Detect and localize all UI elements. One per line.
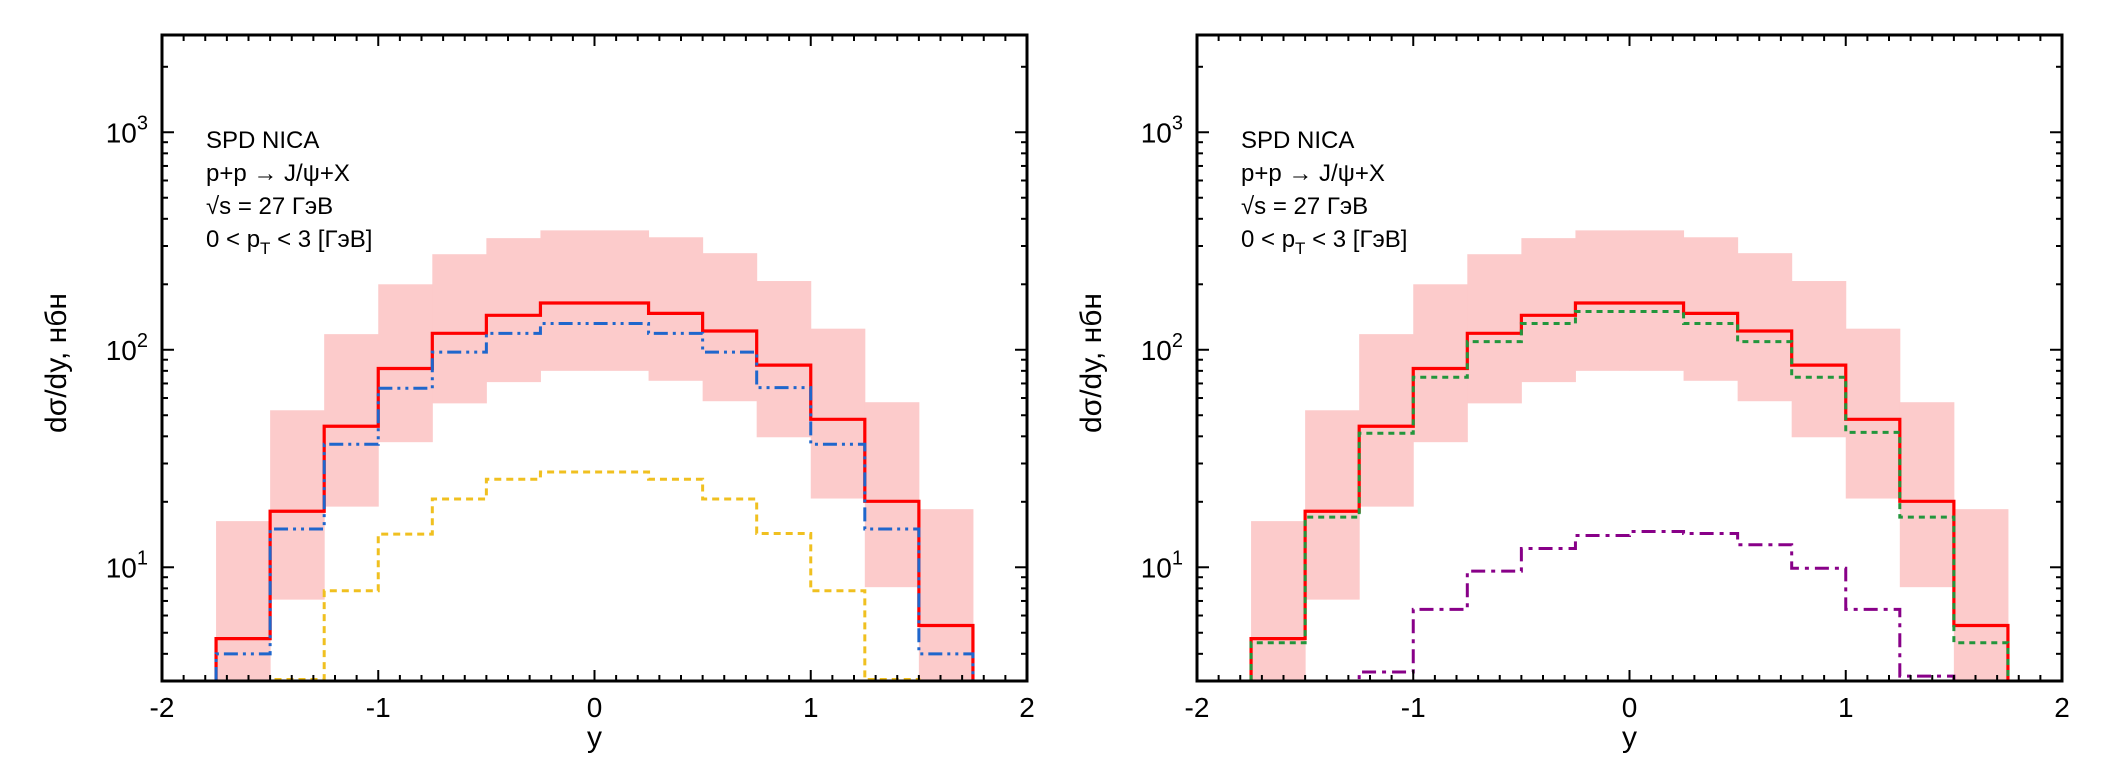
y-tick-base: 10 bbox=[106, 335, 137, 366]
band-bin bbox=[540, 230, 595, 371]
band-bin bbox=[378, 284, 433, 443]
x-tick-label: 1 bbox=[1838, 692, 1854, 723]
x-tick-label: 2 bbox=[1019, 692, 1035, 723]
series-component-1 bbox=[214, 322, 975, 681]
x-tick-label: -2 bbox=[150, 692, 175, 723]
y-tick-exponent: 2 bbox=[137, 330, 148, 352]
y-ticks bbox=[1197, 65, 2062, 682]
x-tick-label: -1 bbox=[1401, 692, 1426, 723]
series-component-4 bbox=[1251, 530, 2008, 681]
x-tick-label: -1 bbox=[366, 692, 391, 723]
annotation-text: < 3 [ГэВ] bbox=[270, 226, 372, 253]
band-bin bbox=[1845, 328, 1901, 499]
band-bin bbox=[648, 237, 704, 381]
y-tick-base: 10 bbox=[1141, 335, 1172, 366]
y-axis-label: dσ/dy, нбн bbox=[40, 293, 73, 433]
annotation-subscript: T bbox=[1295, 239, 1305, 258]
band-bin bbox=[702, 253, 758, 402]
uncertainty-band bbox=[1251, 230, 2009, 681]
y-axis-label: dσ/dy, нбн bbox=[1075, 293, 1108, 433]
band-bin bbox=[594, 230, 650, 371]
series-component-2 bbox=[216, 470, 973, 681]
band-bin bbox=[1467, 254, 1522, 404]
x-tick-label: 0 bbox=[1622, 692, 1638, 723]
y-ticks bbox=[162, 65, 1027, 682]
annotation-line: p+p → J/ψ+X bbox=[206, 160, 350, 187]
y-tick-base: 10 bbox=[1141, 117, 1172, 148]
uncertainty-band bbox=[216, 230, 974, 681]
y-tick-base: 10 bbox=[1141, 552, 1172, 583]
band-bin bbox=[1683, 237, 1739, 381]
y-tick-exponent: 2 bbox=[1172, 330, 1183, 352]
y-tick-label: 102 bbox=[1141, 330, 1183, 366]
band-bin bbox=[432, 254, 487, 404]
band-bin bbox=[1953, 509, 2009, 681]
annotation-line: √s = 27 ГэВ bbox=[1241, 193, 1368, 220]
annotation-line: 0 < pT < 3 [ГэВ] bbox=[206, 226, 372, 258]
annotation-text: < 3 [ГэВ] bbox=[1305, 226, 1407, 253]
x-tick-label: 2 bbox=[2054, 692, 2070, 723]
plot-area bbox=[214, 230, 975, 681]
y-tick-base: 10 bbox=[106, 117, 137, 148]
band-bin bbox=[756, 281, 812, 438]
band-bin bbox=[1575, 230, 1630, 371]
x-tick-label: 0 bbox=[587, 692, 603, 723]
annotation-text: 0 < p bbox=[1241, 226, 1295, 253]
band-bin bbox=[270, 410, 325, 600]
annotation-line: 0 < pT < 3 [ГэВ] bbox=[1241, 226, 1407, 258]
y-tick-label: 103 bbox=[106, 112, 148, 148]
series-component-3 bbox=[1249, 309, 2010, 681]
band-bin bbox=[1791, 281, 1847, 438]
annotation-line: √s = 27 ГэВ bbox=[206, 193, 333, 220]
y-tick-label: 102 bbox=[106, 330, 148, 366]
band-bin bbox=[1899, 402, 1955, 588]
band-bin bbox=[1737, 253, 1793, 402]
band-bin bbox=[486, 238, 541, 383]
y-tick-label: 101 bbox=[1141, 547, 1183, 583]
y-tick-label: 101 bbox=[106, 547, 148, 583]
band-bin bbox=[810, 328, 866, 499]
band-bin bbox=[1413, 284, 1468, 443]
x-tick-label: -2 bbox=[1185, 692, 1210, 723]
band-bin bbox=[1629, 230, 1685, 371]
y-tick-exponent: 1 bbox=[1172, 547, 1183, 569]
y-tick-label: 103 bbox=[1141, 112, 1183, 148]
y-tick-exponent: 3 bbox=[137, 112, 148, 134]
x-axis-label: y bbox=[1622, 721, 1637, 754]
y-tick-base: 10 bbox=[106, 552, 137, 583]
x-axis-label: y bbox=[587, 721, 602, 754]
annotation-line: p+p → J/ψ+X bbox=[1241, 160, 1385, 187]
band-bin bbox=[1521, 238, 1576, 383]
annotation-text: 0 < p bbox=[206, 226, 260, 253]
annotation-line: SPD NICA bbox=[206, 127, 319, 154]
plot-area bbox=[1249, 230, 2010, 681]
annotation-subscript: T bbox=[260, 239, 270, 258]
band-bin bbox=[1359, 334, 1414, 507]
band-bin bbox=[1251, 521, 1306, 681]
band-bin bbox=[324, 334, 379, 507]
y-tick-exponent: 1 bbox=[137, 547, 148, 569]
x-ticks bbox=[161, 35, 1028, 681]
band-bin bbox=[1305, 410, 1360, 600]
y-tick-exponent: 3 bbox=[1172, 112, 1183, 134]
band-bin bbox=[216, 521, 271, 681]
x-ticks bbox=[1196, 35, 2063, 681]
x-tick-label: 1 bbox=[803, 692, 819, 723]
band-bin bbox=[864, 402, 920, 588]
annotation-line: SPD NICA bbox=[1241, 127, 1354, 154]
